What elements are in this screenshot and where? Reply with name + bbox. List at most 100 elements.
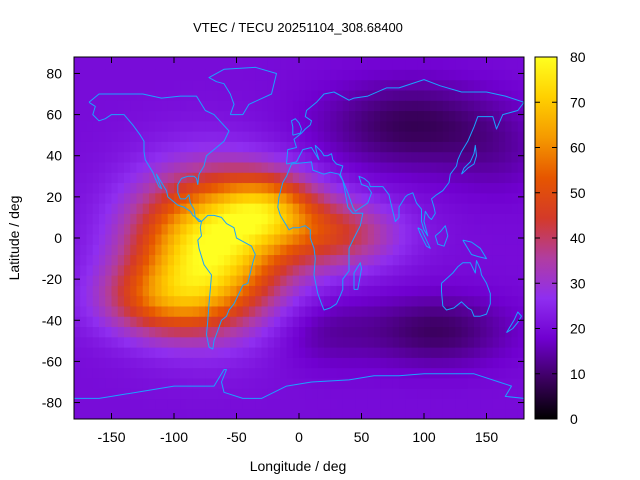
heatmap-cell [224,367,231,379]
heatmap-cell [474,254,481,266]
heatmap-cell [124,347,131,358]
heatmap-cell [499,192,506,204]
heatmap-cell [105,357,113,369]
heatmap-cell [217,388,225,400]
heatmap-cell [205,100,213,112]
heatmap-cell [280,316,288,328]
heatmap-cell [499,398,506,410]
heatmap-cell [424,110,431,122]
heatmap-cell [336,254,344,266]
heatmap-cell [486,69,494,81]
heatmap-cell [342,59,350,70]
heatmap-cell [217,305,225,317]
heatmap-cell [424,182,431,194]
heatmap-cell [249,100,256,112]
heatmap-cell [211,398,219,410]
heatmap-cell [424,203,431,214]
heatmap-cell [167,336,175,348]
heatmap-cell [192,69,200,81]
heatmap-cell [449,110,456,122]
heatmap-cell [311,347,319,358]
heatmap-cell [130,305,138,317]
heatmap-cell [224,377,231,389]
heatmap-cell [130,57,138,60]
heatmap-cell [474,347,481,358]
heatmap-cell [249,244,256,256]
heatmap-cell [149,110,156,122]
heatmap-cell [311,295,319,307]
heatmap-cell [117,275,125,286]
heatmap-cell [399,347,406,358]
heatmap-cell [80,398,88,410]
heatmap-cell [417,377,425,389]
heatmap-cell [99,316,106,328]
heatmap-cell [517,141,524,153]
heatmap-cell [349,192,356,204]
heatmap-cell [417,254,425,266]
heatmap-cell [492,295,500,307]
heatmap-cell [142,161,150,173]
heatmap-cell [380,377,388,389]
heatmap-cell [361,326,369,338]
heatmap-cell [424,244,431,256]
heatmap-cell [324,275,331,286]
heatmap-cell [117,357,125,369]
heatmap-cell [330,203,338,214]
heatmap-cell [105,79,113,91]
heatmap-cell [249,182,256,194]
heatmap-cell [442,69,450,81]
heatmap-cell [386,69,394,81]
heatmap-cell [292,408,300,419]
heatmap-cell [192,223,200,235]
heatmap-cell [411,275,419,286]
heatmap-cell [467,203,475,214]
heatmap-cell [330,69,338,81]
heatmap-cell [505,408,513,419]
heatmap-cell [436,377,444,389]
heatmap-cell [511,336,519,348]
heatmap-cell [180,141,188,153]
heatmap-cell [86,151,94,163]
heatmap-cell [99,336,106,348]
heatmap-cell [392,69,400,81]
heatmap-cell [117,59,125,70]
heatmap-cell [86,295,94,307]
heatmap-cell [336,131,344,142]
heatmap-cell [442,120,450,132]
heatmap-cell [317,120,325,132]
heatmap-cell [374,285,381,297]
heatmap-cell [130,161,138,173]
heatmap-cell [249,295,256,307]
heatmap-cell [467,367,475,379]
heatmap-cell [149,275,156,286]
heatmap-cell [492,233,500,245]
heatmap-cell [442,285,450,297]
heatmap-cell [417,326,425,338]
heatmap-cell [499,408,506,419]
heatmap-cell [74,120,81,132]
heatmap-cell [92,244,100,256]
heatmap-cell [155,57,163,60]
heatmap-cell [136,264,144,276]
heatmap-cell [255,408,263,419]
heatmap-cell [186,89,194,101]
heatmap-cell [411,110,419,122]
heatmap-cell [255,388,263,400]
heatmap-cell [105,264,113,276]
heatmap-cell [105,100,113,112]
heatmap-cell [399,69,406,81]
heatmap-cell [361,264,369,276]
heatmap-cell [105,213,113,225]
heatmap-cell [255,233,263,245]
heatmap-cell [311,408,319,419]
heatmap-cell [117,172,125,184]
heatmap-cell [224,182,231,194]
heatmap-cell [99,347,106,358]
heatmap-cell [492,223,500,235]
heatmap-cell [442,347,450,358]
heatmap-cell [186,79,194,91]
heatmap-cell [136,151,144,163]
heatmap-cell [486,203,494,214]
heatmap-cell [286,326,294,338]
heatmap-cell [267,347,275,358]
